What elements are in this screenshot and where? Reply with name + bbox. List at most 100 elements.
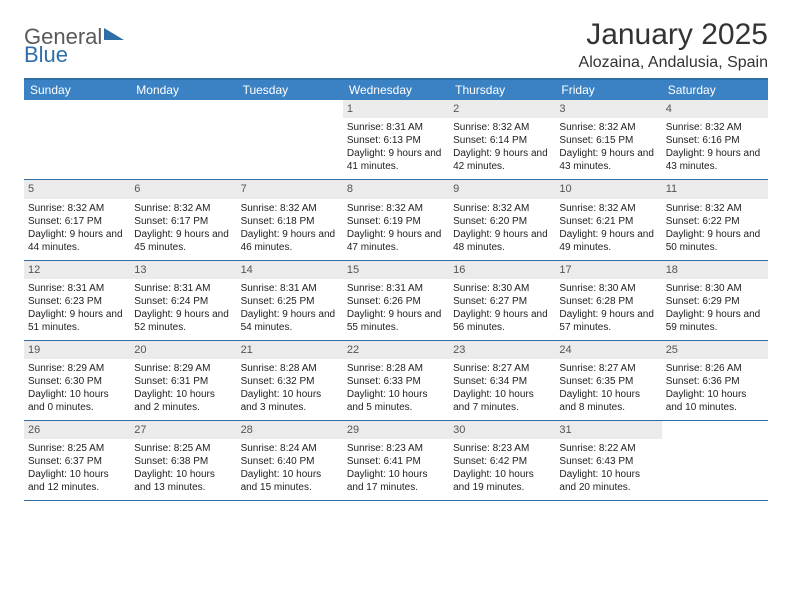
daylight-text: Daylight: 9 hours and 47 minutes. [347, 228, 445, 254]
daylight-text: Daylight: 10 hours and 3 minutes. [241, 388, 339, 414]
day-cell: 19 Sunrise: 8:29 AMSunset: 6:30 PMDayligh… [24, 341, 130, 420]
day-header: Wednesday [343, 80, 449, 100]
sunset-text: Sunset: 6:21 PM [559, 215, 657, 228]
daylight-text: Daylight: 9 hours and 45 minutes. [134, 228, 232, 254]
daylight-text: Daylight: 10 hours and 7 minutes. [453, 388, 551, 414]
brand-part2: Blue [24, 42, 68, 67]
sunset-text: Sunset: 6:42 PM [453, 455, 551, 468]
day-header: Saturday [662, 80, 768, 100]
sunset-text: Sunset: 6:36 PM [666, 375, 764, 388]
day-cell: 5Sunrise: 8:32 AMSunset: 6:17 PMDaylight… [24, 180, 130, 259]
sunrise-text: Sunrise: 8:32 AM [134, 202, 232, 215]
sunrise-text: Sunrise: 8:30 AM [666, 282, 764, 295]
daylight-text: Daylight: 9 hours and 51 minutes. [28, 308, 126, 334]
day-cell: 7Sunrise: 8:32 AMSunset: 6:18 PMDaylight… [237, 180, 343, 259]
sunrise-text: Sunrise: 8:31 AM [241, 282, 339, 295]
daylight-text: Daylight: 9 hours and 52 minutes. [134, 308, 232, 334]
sunset-text: Sunset: 6:16 PM [666, 134, 764, 147]
day-number: 30 [449, 421, 555, 439]
sunrise-text: Sunrise: 8:32 AM [666, 121, 764, 134]
sunset-text: Sunset: 6:30 PM [28, 375, 126, 388]
sunset-text: Sunset: 6:29 PM [666, 295, 764, 308]
sunrise-text: Sunrise: 8:32 AM [453, 202, 551, 215]
day-cell: 12Sunrise: 8:31 AMSunset: 6:23 PMDayligh… [24, 261, 130, 340]
day-cell: 31Sunrise: 8:22 AMSunset: 6:43 PMDayligh… [555, 421, 661, 500]
sunrise-text: Sunrise: 8:25 AM [134, 442, 232, 455]
sunrise-text: Sunrise: 8:28 AM [347, 362, 445, 375]
sunrise-text: Sunrise: 8:24 AM [241, 442, 339, 455]
daylight-text: Daylight: 9 hours and 43 minutes. [666, 147, 764, 173]
sunrise-text: Sunrise: 8:31 AM [347, 282, 445, 295]
sunset-text: Sunset: 6:37 PM [28, 455, 126, 468]
day-number: 28 [237, 421, 343, 439]
day-cell: 10Sunrise: 8:32 AMSunset: 6:21 PMDayligh… [555, 180, 661, 259]
daylight-text: Daylight: 10 hours and 17 minutes. [347, 468, 445, 494]
day-header-row: Sunday Monday Tuesday Wednesday Thursday… [24, 80, 768, 100]
day-cell: 22Sunrise: 8:28 AMSunset: 6:33 PMDayligh… [343, 341, 449, 420]
day-cell: 27Sunrise: 8:25 AMSunset: 6:38 PMDayligh… [130, 421, 236, 500]
sunrise-text: Sunrise: 8:23 AM [347, 442, 445, 455]
sunset-text: Sunset: 6:14 PM [453, 134, 551, 147]
day-number [130, 100, 236, 118]
week-row: 1Sunrise: 8:31 AMSunset: 6:13 PMDaylight… [24, 100, 768, 180]
daylight-text: Daylight: 9 hours and 42 minutes. [453, 147, 551, 173]
daylight-text: Daylight: 9 hours and 54 minutes. [241, 308, 339, 334]
sunrise-text: Sunrise: 8:29 AM [28, 362, 126, 375]
day-header: Sunday [24, 80, 130, 100]
sunset-text: Sunset: 6:26 PM [347, 295, 445, 308]
day-number: 14 [237, 261, 343, 279]
day-number: 5 [24, 180, 130, 198]
day-number: 27 [130, 421, 236, 439]
day-number: 3 [555, 100, 661, 118]
day-cell: 30Sunrise: 8:23 AMSunset: 6:42 PMDayligh… [449, 421, 555, 500]
day-number: 2 [449, 100, 555, 118]
day-cell: 14Sunrise: 8:31 AMSunset: 6:25 PMDayligh… [237, 261, 343, 340]
location-label: Alozaina, Andalusia, Spain [579, 54, 768, 72]
day-cell: 1Sunrise: 8:31 AMSunset: 6:13 PMDaylight… [343, 100, 449, 179]
sunset-text: Sunset: 6:17 PM [134, 215, 232, 228]
sunrise-text: Sunrise: 8:28 AM [241, 362, 339, 375]
day-number: 8 [343, 180, 449, 198]
day-number: 24 [555, 341, 661, 359]
flag-icon [104, 26, 124, 49]
daylight-text: Daylight: 9 hours and 59 minutes. [666, 308, 764, 334]
day-cell: 15 Sunrise: 8:31 AMSunset: 6:26 PMDayligh… [343, 261, 449, 340]
sunrise-text: Sunrise: 8:31 AM [347, 121, 445, 134]
daylight-text: Daylight: 10 hours and 10 minutes. [666, 388, 764, 414]
day-number: 25 [662, 341, 768, 359]
brand-part2-wrap: Blue [24, 42, 68, 68]
day-cell: 23Sunrise: 8:27 AMSunset: 6:34 PMDayligh… [449, 341, 555, 420]
day-number: 19 [24, 341, 130, 359]
day-number: 15 [343, 261, 449, 279]
daylight-text: Daylight: 10 hours and 0 minutes. [28, 388, 126, 414]
sunset-text: Sunset: 6:31 PM [134, 375, 232, 388]
day-cell: 8Sunrise: 8:32 AMSunset: 6:19 PMDaylight… [343, 180, 449, 259]
day-cell: 11Sunrise: 8:32 AMSunset: 6:22 PMDayligh… [662, 180, 768, 259]
sunset-text: Sunset: 6:27 PM [453, 295, 551, 308]
day-header: Friday [555, 80, 661, 100]
day-cell [130, 100, 236, 179]
day-header: Thursday [449, 80, 555, 100]
daylight-text: Daylight: 9 hours and 55 minutes. [347, 308, 445, 334]
daylight-text: Daylight: 9 hours and 49 minutes. [559, 228, 657, 254]
day-number: 20 [130, 341, 236, 359]
week-row: 5Sunrise: 8:32 AMSunset: 6:17 PMDaylight… [24, 180, 768, 260]
sunrise-text: Sunrise: 8:31 AM [134, 282, 232, 295]
day-cell [237, 100, 343, 179]
day-cell: 13Sunrise: 8:31 AMSunset: 6:24 PMDayligh… [130, 261, 236, 340]
day-number: 16 [449, 261, 555, 279]
sunrise-text: Sunrise: 8:31 AM [28, 282, 126, 295]
daylight-text: Daylight: 9 hours and 43 minutes. [559, 147, 657, 173]
day-cell: 6Sunrise: 8:32 AMSunset: 6:17 PMDaylight… [130, 180, 236, 259]
sunrise-text: Sunrise: 8:27 AM [453, 362, 551, 375]
daylight-text: Daylight: 9 hours and 46 minutes. [241, 228, 339, 254]
title-block: January 2025 Alozaina, Andalusia, Spain [579, 18, 768, 72]
day-number: 17 [555, 261, 661, 279]
sunset-text: Sunset: 6:43 PM [559, 455, 657, 468]
day-number [237, 100, 343, 118]
day-cell: 29Sunrise: 8:23 AMSunset: 6:41 PMDayligh… [343, 421, 449, 500]
sunrise-text: Sunrise: 8:25 AM [28, 442, 126, 455]
sunset-text: Sunset: 6:35 PM [559, 375, 657, 388]
sunrise-text: Sunrise: 8:23 AM [453, 442, 551, 455]
day-cell: 24Sunrise: 8:27 AMSunset: 6:35 PMDayligh… [555, 341, 661, 420]
